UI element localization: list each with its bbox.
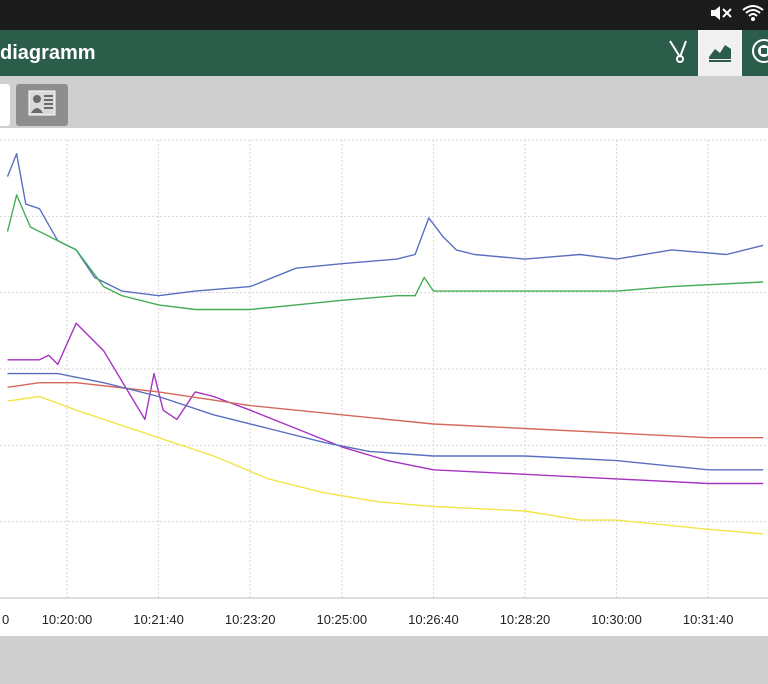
x-tick-label: 10:28:20	[500, 612, 551, 627]
mute-icon	[708, 4, 734, 27]
x-tick-label: 10:25:00	[316, 612, 367, 627]
x-tick-label: 10:23:20	[225, 612, 276, 627]
tab-strip	[0, 76, 768, 128]
tab-report[interactable]	[16, 84, 68, 126]
probe-icon	[664, 37, 692, 70]
x-tick-label-partial: 0	[2, 612, 9, 627]
chart-grid	[0, 139, 768, 599]
x-tick-labels: 10:20:00 10:21:40 10:23:20 10:25:00 10:26:40…	[2, 612, 734, 627]
x-tick-label: 10:31:40	[683, 612, 734, 627]
settings-button[interactable]	[742, 30, 768, 76]
report-icon	[27, 89, 57, 122]
probe-button[interactable]	[656, 30, 700, 76]
chart-view-button[interactable]	[698, 30, 742, 76]
chart-panel: 10:20:00 10:21:40 10:23:20 10:25:00 10:26:40…	[0, 128, 768, 636]
bottom-bar	[0, 636, 768, 684]
x-tick-label: 10:30:00	[591, 612, 642, 627]
app-bar: diagramm	[0, 30, 768, 76]
series-line-blue	[7, 372, 764, 471]
series-line-green	[6, 194, 764, 311]
chart-series	[6, 153, 764, 535]
status-bar	[0, 0, 768, 30]
line-chart: 10:20:00 10:21:40 10:23:20 10:25:00 10:26:40…	[0, 139, 768, 627]
series-line-red	[7, 381, 764, 439]
x-tick-label: 10:26:40	[408, 612, 459, 627]
settings-icon	[750, 37, 768, 70]
x-tick-label: 10:21:40	[133, 612, 184, 627]
series-line-purple	[7, 322, 764, 485]
wifi-icon	[742, 4, 764, 27]
page-title: diagramm	[0, 42, 96, 64]
tab-chart[interactable]	[0, 84, 10, 126]
series-line-yellow	[7, 395, 764, 535]
line-chart-icon	[706, 37, 734, 70]
x-tick-label: 10:20:00	[42, 612, 93, 627]
series-line-blue	[6, 153, 764, 297]
